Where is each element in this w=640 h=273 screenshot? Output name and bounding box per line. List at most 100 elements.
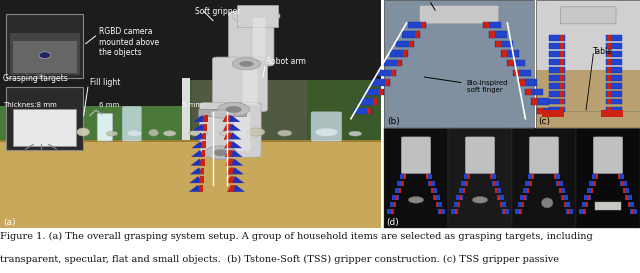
Bar <box>515 70 519 76</box>
Bar <box>198 109 246 116</box>
Text: Bio-inspired
soft finger: Bio-inspired soft finger <box>467 80 508 93</box>
Ellipse shape <box>278 130 292 136</box>
Bar <box>186 80 381 205</box>
Polygon shape <box>190 168 204 174</box>
Text: (b): (b) <box>387 117 400 126</box>
Bar <box>403 51 407 57</box>
Bar <box>541 110 564 117</box>
Bar <box>606 59 622 65</box>
Bar <box>592 174 598 179</box>
FancyBboxPatch shape <box>561 7 616 24</box>
Polygon shape <box>202 141 206 148</box>
Bar <box>549 35 565 41</box>
Polygon shape <box>200 168 204 174</box>
Bar <box>436 202 442 207</box>
Polygon shape <box>191 141 206 148</box>
FancyBboxPatch shape <box>420 5 499 24</box>
Bar <box>489 31 508 38</box>
Circle shape <box>408 197 424 203</box>
Bar <box>620 181 627 186</box>
FancyBboxPatch shape <box>234 109 250 151</box>
FancyBboxPatch shape <box>122 106 141 141</box>
Bar <box>438 209 445 214</box>
Bar <box>621 181 623 186</box>
FancyBboxPatch shape <box>212 57 268 112</box>
Polygon shape <box>202 133 207 140</box>
FancyBboxPatch shape <box>253 18 266 60</box>
Polygon shape <box>225 159 234 166</box>
FancyBboxPatch shape <box>593 137 623 174</box>
Bar <box>384 128 448 228</box>
Bar <box>520 79 525 85</box>
Bar <box>554 174 560 179</box>
Bar <box>560 35 564 41</box>
Bar <box>523 188 529 193</box>
Polygon shape <box>203 115 207 122</box>
Text: Robot arm: Robot arm <box>266 57 305 66</box>
Bar <box>372 79 390 85</box>
Bar <box>497 195 504 200</box>
Text: Fill light: Fill light <box>90 78 120 87</box>
Bar <box>606 83 622 89</box>
Bar <box>458 202 460 207</box>
Bar <box>392 195 399 200</box>
Bar <box>460 195 462 200</box>
Bar <box>607 59 611 65</box>
Bar <box>426 174 432 179</box>
Bar <box>593 181 595 186</box>
Bar <box>524 195 526 200</box>
Polygon shape <box>198 185 203 192</box>
Polygon shape <box>226 168 244 174</box>
Polygon shape <box>226 168 234 174</box>
Bar <box>433 195 440 200</box>
Bar <box>606 99 622 104</box>
Bar <box>628 202 630 207</box>
Bar <box>502 209 509 214</box>
Bar <box>549 91 565 97</box>
Text: (d): (d) <box>386 218 399 227</box>
Bar <box>549 67 565 73</box>
Bar <box>402 31 420 38</box>
Bar <box>415 31 419 38</box>
Polygon shape <box>227 176 235 183</box>
Bar <box>567 209 569 214</box>
FancyBboxPatch shape <box>243 63 258 105</box>
Bar <box>525 181 532 186</box>
Bar <box>607 75 611 81</box>
Bar <box>564 202 570 207</box>
Bar <box>625 195 632 200</box>
Polygon shape <box>189 185 203 192</box>
Bar <box>560 83 564 89</box>
Bar <box>409 41 413 47</box>
Polygon shape <box>223 124 241 131</box>
Polygon shape <box>225 150 243 157</box>
Bar <box>538 108 543 114</box>
Bar <box>607 106 611 112</box>
FancyBboxPatch shape <box>529 137 559 174</box>
Circle shape <box>218 103 250 116</box>
Bar <box>367 108 371 114</box>
Bar <box>538 108 556 114</box>
Bar <box>591 188 593 193</box>
Polygon shape <box>227 185 235 192</box>
Bar <box>606 106 622 112</box>
Bar <box>607 91 611 97</box>
Bar <box>583 209 585 214</box>
Polygon shape <box>223 115 230 122</box>
Polygon shape <box>189 176 204 183</box>
Bar <box>536 0 640 128</box>
Bar <box>448 128 512 228</box>
Bar <box>461 181 468 186</box>
Bar <box>607 51 611 57</box>
Bar <box>519 209 521 214</box>
Polygon shape <box>191 150 205 157</box>
Ellipse shape <box>127 131 141 136</box>
Polygon shape <box>199 176 204 183</box>
Bar <box>420 22 425 28</box>
Bar <box>493 181 495 186</box>
Text: transparent, specular, flat and small objects.  (b) Tstone-Soft (TSS) gripper co: transparent, specular, flat and small ob… <box>0 255 559 264</box>
Bar <box>549 99 565 104</box>
Polygon shape <box>201 150 205 157</box>
Bar <box>426 174 428 179</box>
Polygon shape <box>193 124 207 131</box>
